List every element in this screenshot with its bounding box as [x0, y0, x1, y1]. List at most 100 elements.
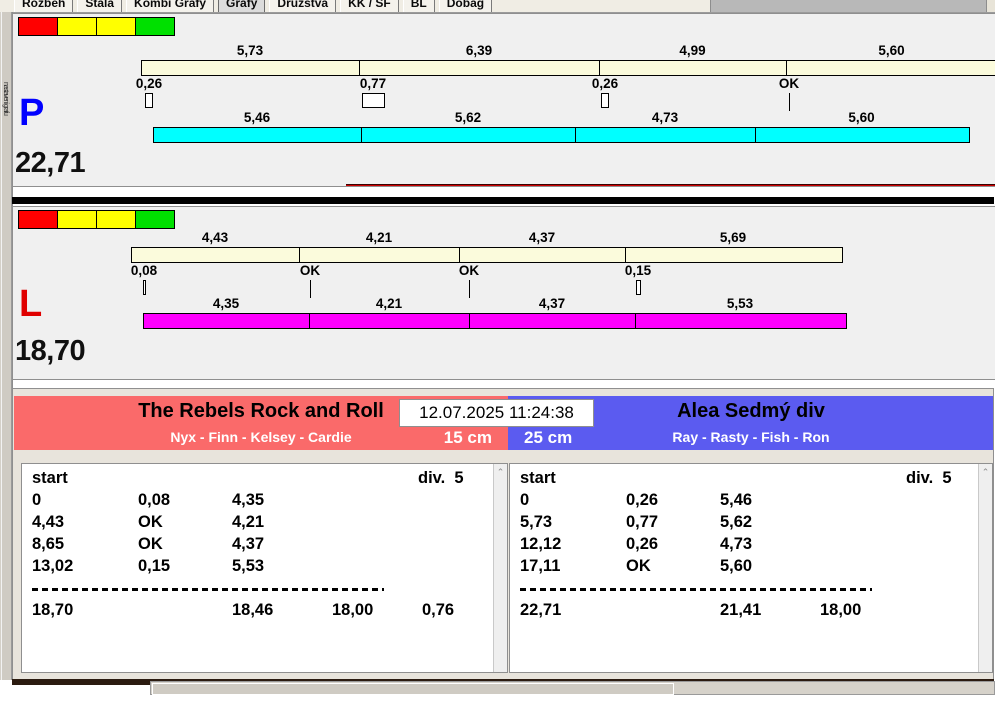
results-cell-c0: 12,12 — [520, 535, 562, 553]
results-divider — [32, 579, 494, 601]
results-list-left[interactable]: start div. 5 0 0,08 4,35 4,43 OK 4,21 8,65 OK 4,37… — [21, 463, 508, 673]
bar-segment — [360, 61, 600, 75]
results-summary-c3: 18,00 — [332, 601, 374, 619]
results-row[interactable]: 13,02 0,15 5,53 — [32, 557, 494, 579]
results-divider — [520, 579, 979, 601]
bar-segment-label: 5,60 — [848, 110, 875, 125]
error-label: OK — [778, 76, 800, 91]
toolbar-right-cap — [986, 0, 995, 12]
bar-segment — [470, 314, 636, 328]
error-label: 0,26 — [591, 76, 619, 91]
results-row[interactable]: 0 0,26 5,46 — [520, 491, 979, 513]
bar-segment-label: 4,99 — [679, 43, 706, 58]
toolbar-tab-rozb-h[interactable]: Rozběh — [14, 0, 74, 12]
results-cell-c1: OK — [626, 557, 651, 575]
toolbar-tab-dobag[interactable]: Dobag — [438, 0, 493, 12]
toolbar-tab-kk-sf[interactable]: KK / SF — [340, 0, 399, 12]
dashed-line — [520, 588, 872, 591]
team-left-players: Nyx - Finn - Kelsey - Cardie — [170, 429, 352, 445]
legend-swatch-1 — [58, 18, 97, 35]
error-box — [635, 280, 641, 295]
error-box — [361, 93, 385, 108]
scroll-up-icon-left[interactable]: ⌃ — [496, 466, 505, 477]
toolbar-tab-st-l[interactable]: Stálá — [77, 0, 123, 12]
results-cell-c2: 5,53 — [232, 557, 265, 575]
results-header-start: start — [32, 469, 68, 487]
lane-total-p: 22,71 — [15, 147, 86, 179]
results-header-row: start div. 5 — [32, 469, 494, 491]
results-summary-c4: 0,76 — [422, 601, 455, 619]
bar-segment — [300, 248, 460, 262]
results-cell-c0: 13,02 — [32, 557, 74, 575]
horizontal-scrollbar[interactable] — [150, 681, 995, 695]
results-list-left-content: start div. 5 0 0,08 4,35 4,43 OK 4,21 8,65 OK 4,37… — [22, 464, 494, 672]
bar-segment-label: 5,60 — [878, 43, 905, 58]
results-row[interactable]: 12,12 0,26 4,73 — [520, 535, 979, 557]
toolbar-tab-grafy[interactable]: Grafy — [218, 0, 266, 12]
results-cell-c2: 5,60 — [720, 557, 753, 575]
results-list-right-content: start div. 5 0 0,26 5,46 5,73 0,77 5,62 12,12 0,2… — [510, 464, 979, 672]
lane-total-l: 18,70 — [15, 335, 86, 367]
results-cell-c2: 4,35 — [232, 491, 265, 509]
team-header-right: Alea Sedmý div Ray - Rasty - Fish - Ron … — [508, 396, 993, 450]
toolbar-tab-strip: Rozběh Stálá Kombi Grafy Grafy Družstva KK / … — [14, 0, 493, 12]
legend-swatch-3 — [136, 18, 174, 35]
bar-segment — [460, 248, 626, 262]
results-cell-c2: 5,62 — [720, 513, 753, 531]
results-row[interactable]: 17,11 OK 5,60 — [520, 557, 979, 579]
dashed-line — [32, 588, 384, 591]
legend-swatch-1 — [58, 211, 97, 228]
scrollbar-left-list[interactable]: ⌃ — [493, 464, 507, 672]
results-cell-c0: 4,43 — [32, 513, 65, 531]
scrollbar-right-list[interactable]: ⌃ — [978, 464, 992, 672]
error-label: OK — [458, 263, 480, 278]
bar-segment — [154, 128, 362, 142]
team-right-name: Alea Sedmý div — [677, 400, 825, 422]
legend-swatch-2 — [97, 18, 136, 35]
toolbar-tab-bl[interactable]: BL — [402, 0, 435, 12]
bar-segment-label: 5,73 — [236, 43, 264, 58]
bar-segment — [600, 61, 787, 75]
bar-segment — [626, 248, 842, 262]
bar-segment-label: 6,39 — [465, 43, 493, 58]
results-cell-c2: 4,37 — [232, 535, 265, 553]
toolbar-tab-kombi-grafy[interactable]: Kombi Grafy — [126, 0, 215, 12]
team-right-players: Ray - Rasty - Fish - Ron — [672, 429, 830, 445]
results-row[interactable]: 4,43 OK 4,21 — [32, 513, 494, 535]
horizontal-scrollbar-thumb[interactable] — [152, 683, 674, 695]
color-legend-p — [18, 17, 175, 36]
legend-swatch-0 — [19, 18, 58, 35]
legend-swatch-3 — [136, 211, 174, 228]
graph-panel-right-lane: P 22,71 5,73 6,39 4,99 5,60 0,26 0,77 0,26 OK … — [12, 13, 995, 187]
lane-bar-p — [153, 127, 970, 143]
bar-segment-label: 5,46 — [243, 110, 271, 125]
error-tick — [789, 93, 790, 111]
results-row[interactable]: 0 0,08 4,35 — [32, 491, 494, 513]
results-summary-c2: 21,41 — [720, 601, 762, 619]
results-summary-c0: 22,71 — [520, 601, 562, 619]
left-rail-inner — [1, 12, 12, 680]
team-left-name: The Rebels Rock and Roll — [138, 400, 384, 422]
bar-segment — [132, 248, 300, 262]
error-box — [145, 93, 153, 108]
scroll-up-icon-right[interactable]: ⌃ — [981, 466, 990, 477]
results-row[interactable]: 5,73 0,77 5,62 — [520, 513, 979, 535]
results-cell-c1: 0,26 — [626, 535, 659, 553]
results-cell-c0: 5,73 — [520, 513, 553, 531]
bar-segment-label: 4,21 — [365, 230, 393, 245]
results-row[interactable]: 8,65 OK 4,37 — [32, 535, 494, 557]
graph-panel-left-lane: L 18,70 4,43 4,21 4,37 5,69 0,08 OK OK 0,15 4,… — [12, 206, 995, 380]
toolbar-tab-dru-stva[interactable]: Družstva — [269, 0, 337, 12]
legend-swatch-2 — [97, 211, 136, 228]
bar-segment-label: 4,35 — [212, 296, 240, 311]
error-label: 0,77 — [359, 76, 387, 91]
error-box — [601, 93, 609, 108]
results-list-right[interactable]: start div. 5 0 0,26 5,46 5,73 0,77 5,62 12,12 0,2… — [509, 463, 993, 673]
bar-segment — [576, 128, 756, 142]
lane-label-p: P — [19, 92, 45, 134]
bar-segment — [756, 128, 969, 142]
bar-segment — [142, 61, 360, 75]
bar-segment — [144, 314, 310, 328]
teams-panel: The Rebels Rock and Roll Nyx - Finn - Ke… — [12, 388, 994, 680]
